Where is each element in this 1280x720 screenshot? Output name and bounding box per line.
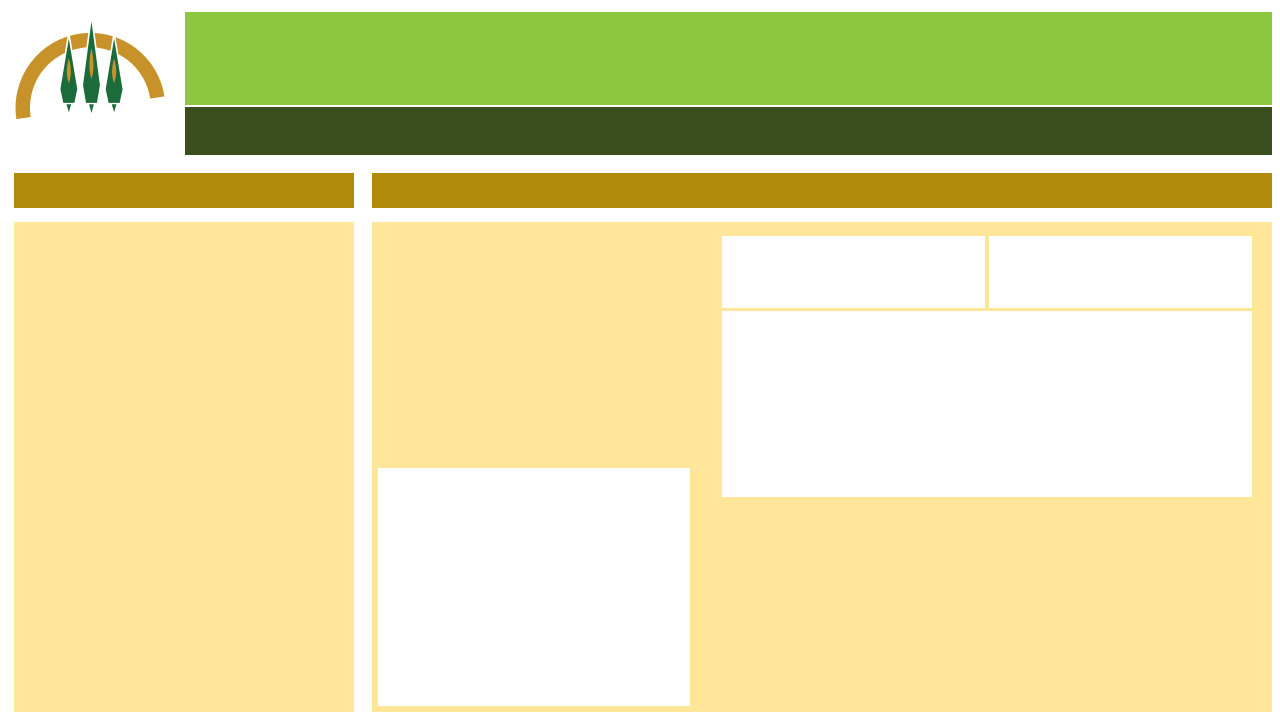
logo-trees xyxy=(58,15,125,117)
university-logo-graphic xyxy=(15,15,165,120)
poster-title-line2 xyxy=(185,25,1272,42)
poster-title-line1 xyxy=(185,12,1272,25)
methods-panel xyxy=(14,222,354,712)
author-bar xyxy=(185,107,1272,155)
title-banner xyxy=(185,12,1272,105)
logo-arch xyxy=(15,32,165,120)
outcomes-header xyxy=(372,173,1272,208)
outcomes-panel xyxy=(372,222,1272,712)
radar-figure-nes-group xyxy=(989,236,1252,308)
time-frequency-figure xyxy=(722,311,1252,497)
radar-figure-tcis-group xyxy=(722,236,985,308)
frequency-response-figure xyxy=(378,468,690,706)
methods-header xyxy=(14,173,354,208)
university-logo xyxy=(0,0,185,165)
